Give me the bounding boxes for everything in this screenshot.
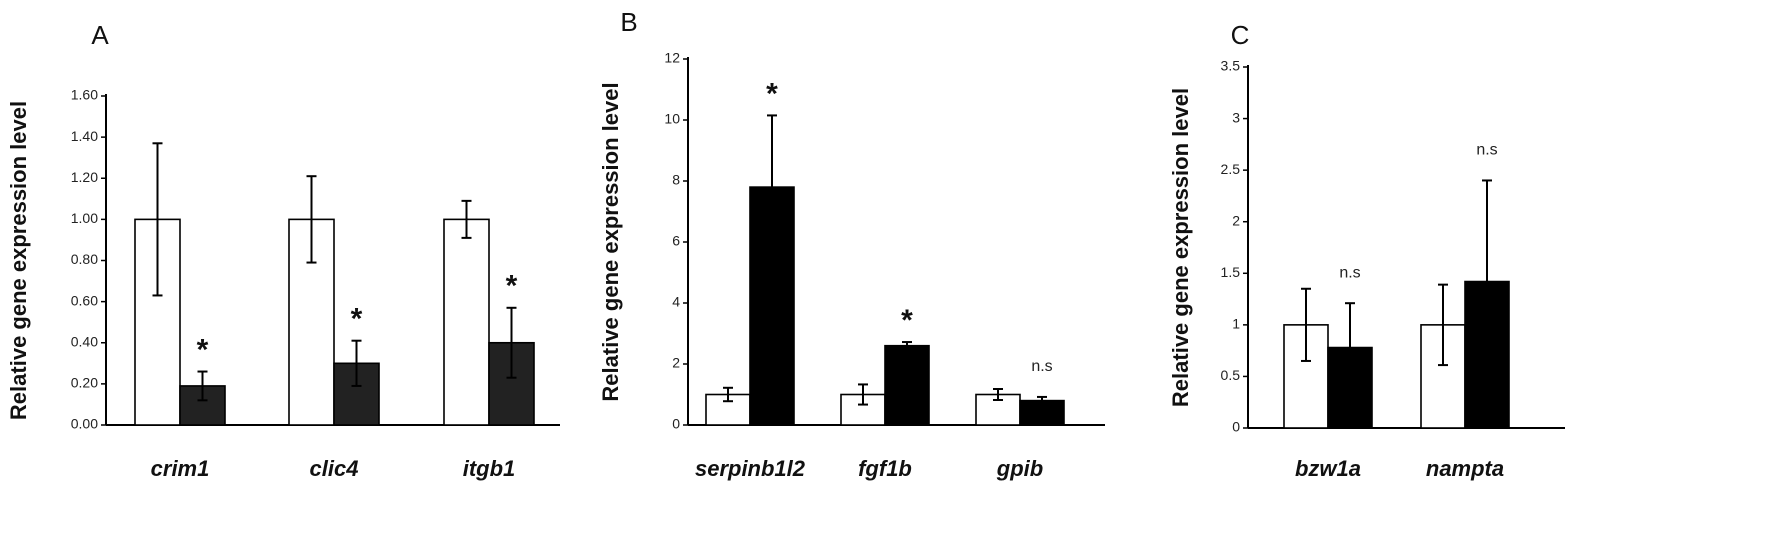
- panel-b-significance-star: *: [766, 77, 778, 110]
- panel-b-y-tick-label: 6: [672, 233, 680, 249]
- panel-c-significance-ns: n.s: [1476, 142, 1497, 159]
- panel-a-y-tick-label: 1.40: [71, 128, 98, 144]
- panel-a: A 0.00 0.20 0.40 0.60 0.80 1.00 1.20 1.40 1.60 Rel…: [6, 20, 560, 481]
- panel-c: C 0 0.5 1 1.5 2 2.5 3 3.5 Relative gene expressio…: [1168, 20, 1565, 481]
- panel-b-y-tick-label: 2: [672, 355, 680, 371]
- panel-c-category-label: bzw1a: [1295, 456, 1361, 481]
- panel-a-letter: A: [91, 20, 109, 50]
- panel-a-y-tick-label: 0.00: [71, 416, 98, 432]
- panel-b-category-label: serpinb1l2: [695, 456, 806, 481]
- panel-c-y-tick-label: 1.5: [1221, 264, 1241, 280]
- panel-b-bar-fgf1b-treated: [884, 344, 930, 426]
- panel-c-category-label: nampta: [1426, 456, 1504, 481]
- panel-b-category-label: gpib: [996, 456, 1043, 481]
- panel-c-y-axis-label: Relative gene expression level: [1168, 88, 1193, 407]
- panel-a-significance-star: *: [197, 333, 209, 366]
- panel-b-y-tick-label: 4: [672, 294, 680, 310]
- panel-a-y-tick-label: 0.80: [71, 251, 98, 267]
- panel-a-significance-star: *: [351, 303, 363, 336]
- panel-c-y-tick-label: 1: [1232, 316, 1240, 332]
- panel-a-category-label: crim1: [151, 456, 210, 481]
- panel-b-significance-star: *: [901, 304, 913, 337]
- panel-c-y-tick-label: 0: [1232, 419, 1240, 435]
- panel-c-y-tick-label: 0.5: [1221, 367, 1241, 383]
- panel-b-y-tick-label: 0: [672, 416, 680, 432]
- panel-a-y-tick-label: 1.20: [71, 169, 98, 185]
- panel-a-y-tick-label: 1.60: [71, 87, 98, 103]
- panel-a-category-label: clic4: [310, 456, 359, 481]
- panel-c-y-tick-label: 2.5: [1221, 161, 1241, 177]
- panel-a-bar-clic4-treated: [333, 362, 380, 426]
- panel-b-y-tick-label: 8: [672, 172, 680, 188]
- panel-b: B 0 2 4 6 8 10 12 Relative gene expression level…: [598, 7, 1105, 481]
- panel-b-significance-ns: n.s: [1031, 358, 1052, 375]
- panel-a-bar-itgb1-control: [443, 218, 490, 426]
- panel-c-letter: C: [1231, 20, 1250, 50]
- panel-c-y-tick-label: 3.5: [1221, 58, 1241, 74]
- panel-a-y-tick-label: 0.60: [71, 292, 98, 308]
- panel-a-y-tick-label: 0.40: [71, 333, 98, 349]
- panel-c-y-tick-label: 2: [1232, 212, 1240, 228]
- panel-c-y-tick-label: 3: [1232, 109, 1240, 125]
- panel-c-significance-ns: n.s: [1339, 264, 1360, 281]
- panel-a-y-tick-label: 1.00: [71, 210, 98, 226]
- panel-b-y-tick-label: 10: [664, 111, 680, 127]
- panel-a-y-axis-label: Relative gene expression level: [6, 101, 31, 420]
- panel-b-category-label: fgf1b: [858, 456, 912, 481]
- panel-a-category-label: itgb1: [463, 456, 516, 481]
- panel-b-letter: B: [620, 7, 637, 37]
- panel-a-significance-star: *: [506, 270, 518, 303]
- panel-b-y-tick-label: 12: [664, 50, 680, 66]
- panel-b-y-axis-label: Relative gene expression level: [598, 82, 623, 401]
- panel-a-y-tick-label: 0.20: [71, 375, 98, 391]
